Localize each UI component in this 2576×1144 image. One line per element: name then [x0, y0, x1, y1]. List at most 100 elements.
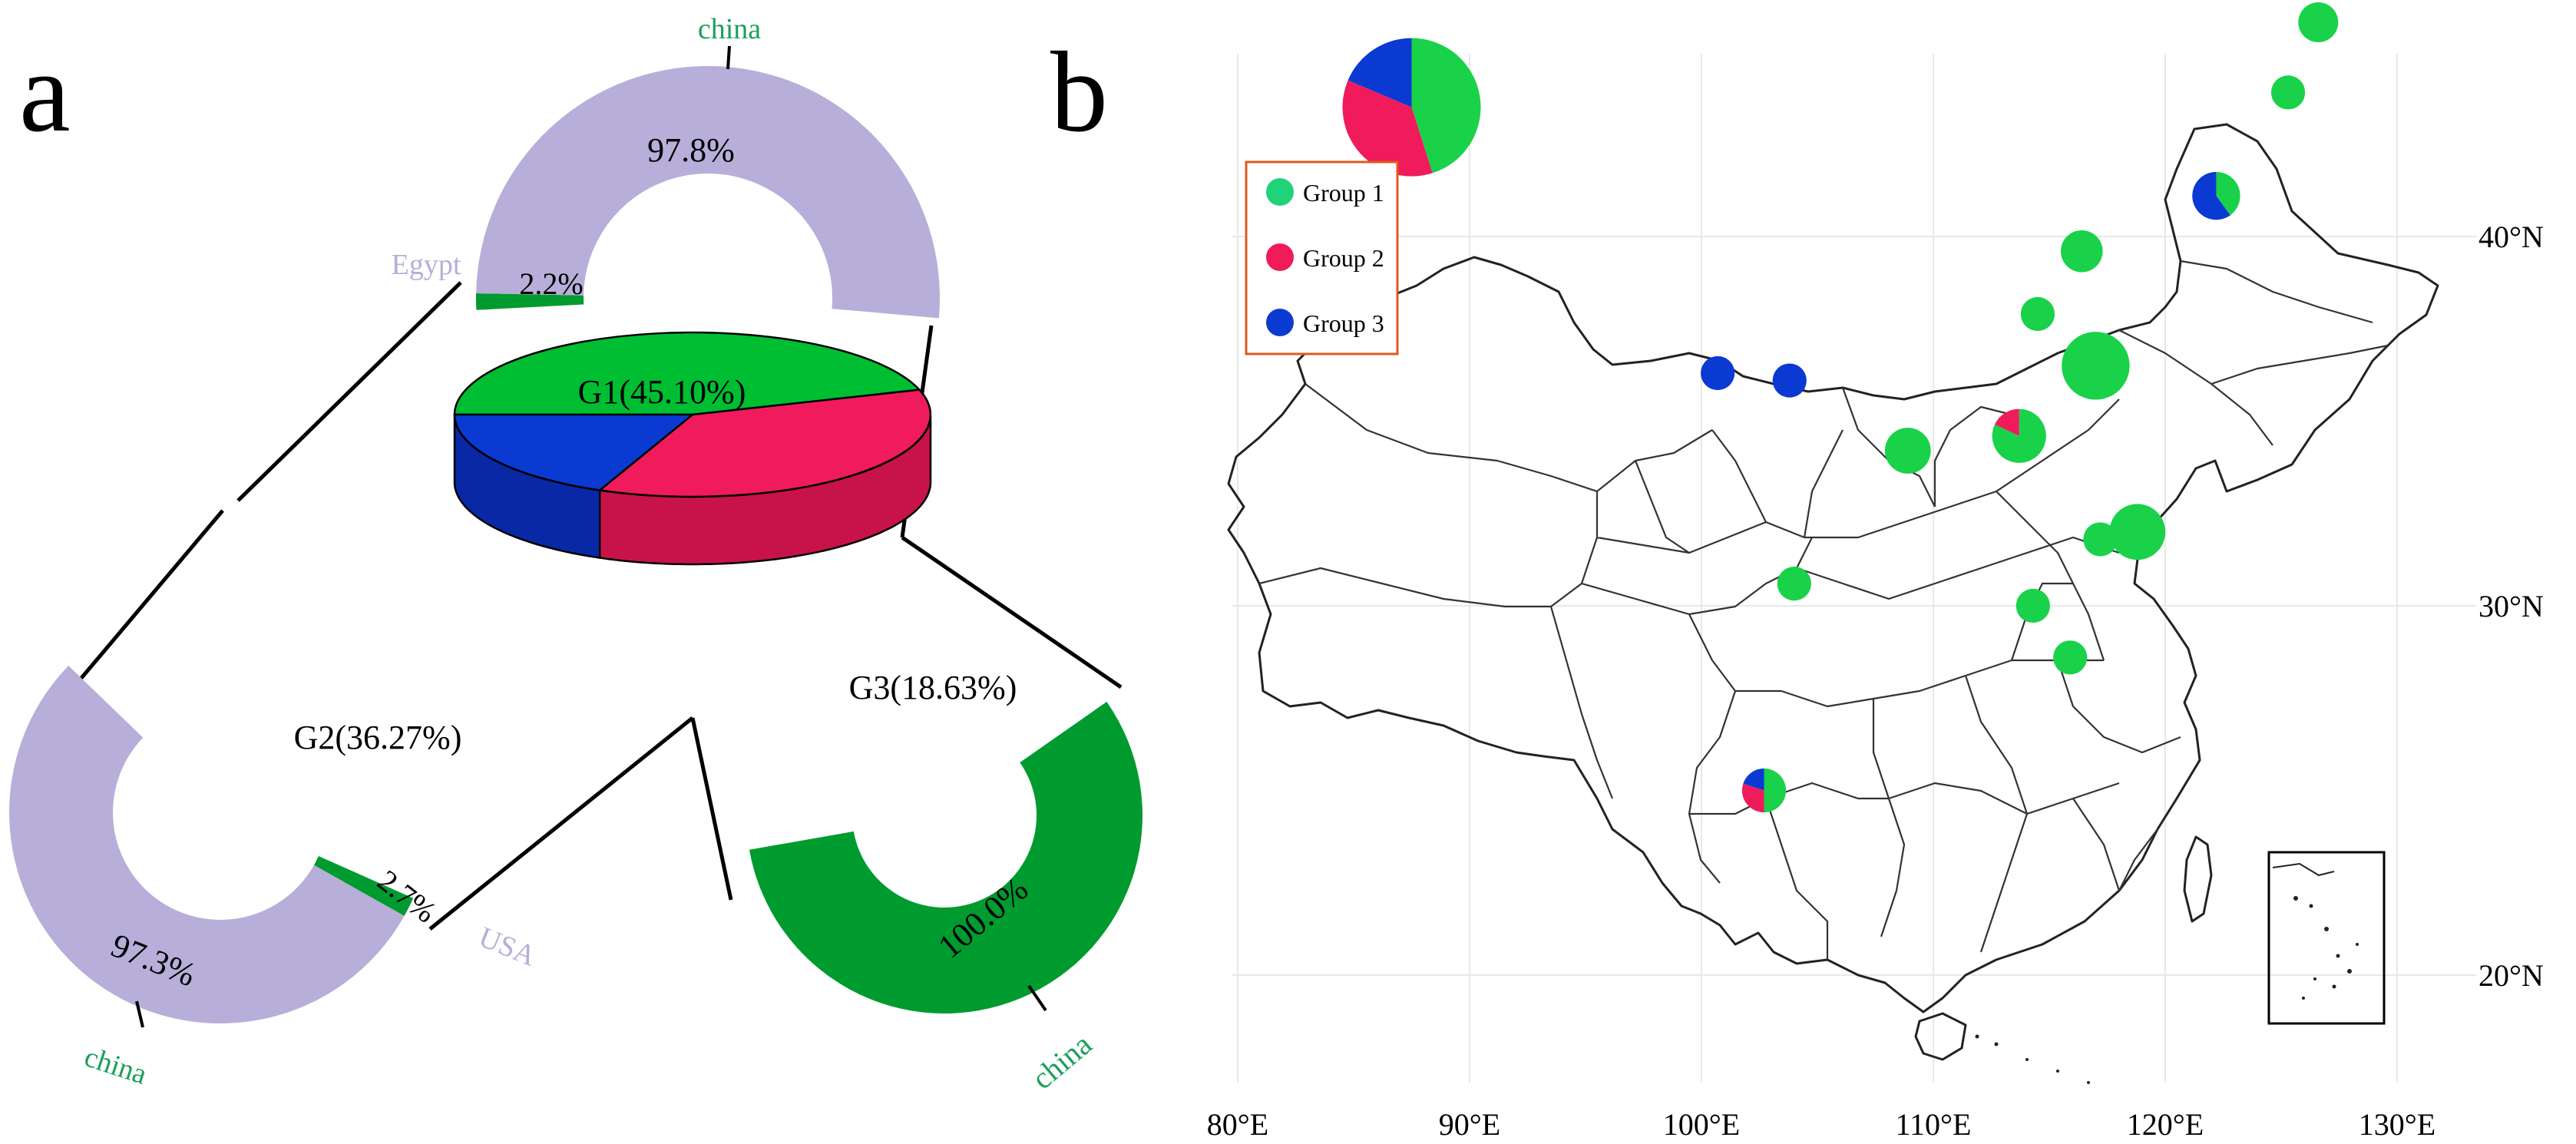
- x-tick-label: 130°E: [2359, 1107, 2435, 1142]
- site-pie-1-slice: [2298, 2, 2339, 43]
- legend-swatch-g2: [1266, 243, 1294, 271]
- connector-g3-left: [690, 717, 733, 901]
- site-pie-7: [1992, 408, 2046, 463]
- pie-label-g1: G1(45.10%): [578, 373, 746, 411]
- china-map: [1227, 123, 2439, 1061]
- legend-label-g3: Group 3: [1303, 309, 1384, 337]
- taiwan-island: [2183, 835, 2213, 923]
- pie-slice-g2: [597, 388, 932, 498]
- map-axis-labels: 80°E 90°E 100°E 110°E 120°E 130°E 20°N 30°N 40°N…: [1207, 220, 2544, 1142]
- site-pie-6: [2062, 332, 2130, 400]
- donut-g1-country-minor: Egypt: [392, 249, 461, 281]
- leader-china-g1: [726, 45, 731, 70]
- panel-label-b: b: [1050, 28, 1108, 156]
- leader-china-g3: [1027, 984, 1047, 1012]
- site-pie-4: [2060, 230, 2103, 273]
- site-pie-8: [1884, 428, 1931, 474]
- legend-label-g2: Group 2: [1303, 244, 1384, 272]
- overall-pie-slice: [1342, 80, 1433, 177]
- donut-g1-segment-egypt: [476, 293, 584, 310]
- pie-label-g2: G2(36.27%): [294, 719, 462, 756]
- inset-islands: [2293, 896, 2359, 1000]
- site-pie-5-slice: [2020, 296, 2055, 332]
- overall-pie-slice: [1411, 38, 1481, 174]
- y-tick-label: 40°N: [2478, 220, 2544, 254]
- site-pie-13: [1777, 567, 1811, 601]
- site-pie-14: [2015, 588, 2050, 623]
- site-pie-15: [2053, 640, 2088, 675]
- site-pie-9: [1701, 355, 1735, 391]
- site-pie-9-slice: [1701, 355, 1735, 391]
- donut-g1: [476, 65, 941, 319]
- x-tick-label: 90°E: [1439, 1107, 1500, 1142]
- donut-g1-segment-china: [476, 65, 941, 319]
- donut-g3-segment-china: [749, 702, 1143, 1014]
- china-outline: [1227, 123, 2439, 1013]
- hainan-island: [1914, 1012, 1967, 1061]
- site-pie-10-slice: [1772, 363, 1807, 398]
- site-pie-5: [2020, 296, 2055, 332]
- site-pie-3-slice: [2192, 171, 2230, 220]
- donut-g2: [9, 665, 414, 1023]
- pie-label-g3: G3(18.63%): [849, 669, 1017, 706]
- pie-3d-top: [453, 331, 932, 498]
- pie-slice-g3: [453, 413, 696, 491]
- site-pie-10: [1772, 363, 1807, 398]
- site-pie-2: [2270, 75, 2306, 110]
- donut-g1-value-major: 97.8%: [647, 131, 735, 169]
- donut-g2-segment-usa: [313, 855, 414, 916]
- province-borders: [1258, 260, 2389, 960]
- pie-slice-g1: [453, 331, 922, 416]
- coastal-islands: [1975, 1034, 2090, 1084]
- legend-swatch-g3: [1266, 309, 1294, 336]
- site-pie-16-slice: [1764, 768, 1787, 813]
- donut-g3-country-major: china: [1025, 1027, 1098, 1096]
- connector-g3-right: [901, 535, 1123, 689]
- map-points: [1342, 2, 2339, 813]
- y-tick-label: 30°N: [2478, 589, 2544, 623]
- site-pie-12-slice: [2083, 522, 2118, 557]
- leader-china-g2: [135, 1000, 144, 1028]
- x-tick-label: 100°E: [1663, 1107, 1740, 1142]
- site-pie-7-slice: [1992, 408, 2046, 463]
- site-pie-16: [1741, 768, 1787, 813]
- panel-a: a G1(45.10%) G2(36.27%) G3(18.63%) china…: [9, 13, 1143, 1096]
- site-pie-1: [2298, 2, 2339, 43]
- donut-g2-country-major: china: [81, 1040, 150, 1090]
- x-tick-label: 80°E: [1207, 1107, 1268, 1142]
- south-sea-inset: [2267, 851, 2386, 1025]
- site-pie-15-slice: [2053, 640, 2088, 675]
- site-pie-16-slice: [1741, 783, 1764, 813]
- panel-label-a: a: [19, 28, 71, 156]
- pie-3d-sides: [453, 415, 932, 566]
- site-pie-11-slice: [2109, 504, 2166, 560]
- site-pie-12: [2083, 522, 2118, 557]
- y-tick-label: 20°N: [2478, 958, 2544, 993]
- donut-g2-country-minor: USA: [475, 921, 541, 973]
- graticule: [1232, 54, 2476, 1083]
- legend: Group 1 Group 2 Group 3: [1245, 160, 1399, 355]
- site-pie-8-slice: [1884, 428, 1931, 474]
- overall-pie: [1342, 38, 1481, 177]
- panel-b: b 80°E 90°E 100: [1050, 2, 2544, 1142]
- connector-g2-right: [428, 716, 694, 931]
- overall-pie-slice: [1348, 38, 1412, 107]
- site-pie-3: [2192, 171, 2240, 220]
- site-pie-4-slice: [2060, 230, 2103, 273]
- site-pie-3-slice: [2216, 171, 2240, 216]
- site-pie-13-slice: [1777, 567, 1811, 601]
- site-pie-6-slice: [2062, 332, 2130, 400]
- donut-g1-country-major: china: [698, 13, 761, 45]
- x-tick-label: 120°E: [2127, 1107, 2204, 1142]
- donut-g1-value-minor: 2.2%: [519, 266, 583, 301]
- inset-coast: [2272, 862, 2335, 877]
- connector-g1-left: [236, 281, 462, 502]
- donut-g3: [749, 702, 1143, 1014]
- inset-frame: [2267, 851, 2386, 1025]
- site-pie-11: [2109, 504, 2166, 560]
- site-pie-16-slice: [1743, 768, 1764, 791]
- site-pie-7-slice: [1994, 408, 2019, 436]
- donut-g2-segment-china: [9, 665, 405, 1023]
- legend-swatch-g1: [1266, 178, 1294, 206]
